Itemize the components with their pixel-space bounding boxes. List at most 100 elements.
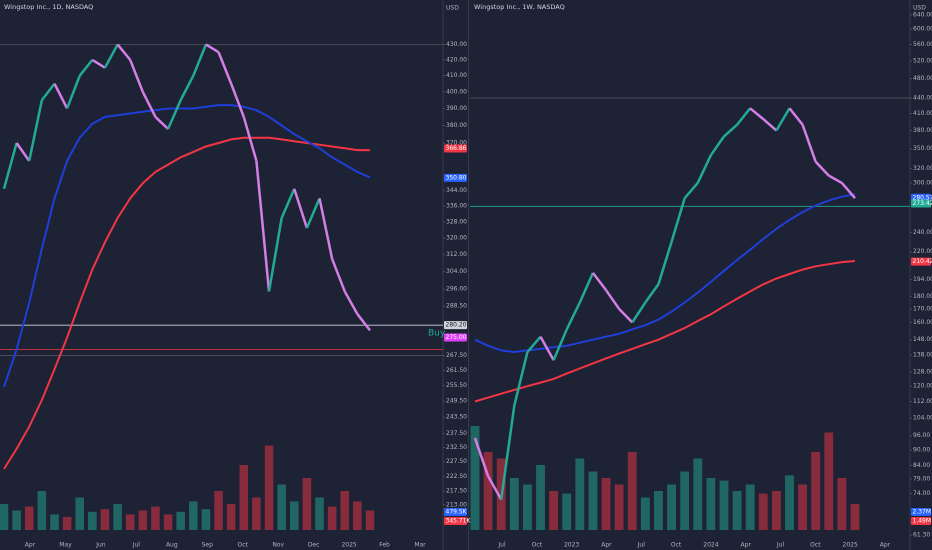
price-axis	[443, 0, 468, 550]
volume-bar	[201, 509, 211, 530]
volume-bar	[758, 493, 768, 530]
volume-bar	[50, 514, 59, 530]
time-label: Mar	[414, 542, 426, 549]
price-segment	[828, 174, 843, 185]
volume-bar	[706, 478, 716, 530]
time-label: Jul	[132, 542, 141, 549]
time-label: Apr	[880, 542, 891, 549]
price-label: 240.00	[913, 229, 932, 236]
price-segment	[166, 99, 182, 130]
price-segment	[40, 82, 56, 101]
volume-bar	[824, 432, 834, 530]
time-label: Oct	[238, 542, 249, 549]
price-label: 410.00	[446, 72, 467, 79]
volume-badge	[444, 517, 467, 525]
time-label: Apr	[25, 542, 36, 549]
price-segment	[644, 283, 660, 304]
price-segment	[15, 142, 31, 162]
time-label: 2023	[564, 542, 579, 549]
volume-badge	[911, 508, 931, 516]
price-label: 128.00	[913, 368, 932, 375]
volume-badge	[911, 517, 931, 525]
price-segment	[736, 107, 752, 126]
time-label: Aug	[166, 542, 178, 549]
price-segment	[343, 290, 359, 315]
price-segment	[356, 313, 371, 332]
price-label: 148.00	[913, 336, 932, 343]
price-label: 255.50	[446, 382, 467, 389]
price-badge	[444, 173, 467, 182]
volume-bar	[125, 514, 135, 530]
price-segment	[487, 475, 503, 501]
price-label: 261.50	[446, 367, 467, 374]
price-label: 213.00	[446, 501, 467, 508]
volume-bar	[151, 506, 160, 530]
volume-bar	[327, 506, 337, 530]
price-label: 84.00	[913, 462, 930, 469]
volume-bar	[575, 458, 585, 530]
price-label: 170.00	[913, 305, 932, 312]
badge-label: 280.57	[913, 194, 932, 201]
price-label: 112.00	[913, 398, 932, 405]
volume-badge-label: 345.71K	[446, 518, 472, 525]
panel-title: Wingstop Inc., 1W, NASDAQ	[474, 3, 565, 11]
price-segment	[618, 308, 634, 324]
price-label: 120.00	[913, 383, 932, 390]
volume-badge	[444, 508, 467, 516]
moving-average	[474, 193, 856, 354]
price-segment	[154, 116, 169, 130]
price-segment	[230, 83, 245, 118]
price-segment	[116, 43, 132, 61]
time-label: May	[59, 542, 72, 549]
volume-bar	[100, 509, 110, 530]
price-segment	[605, 289, 621, 310]
volume-badge-label: 1.49M	[913, 518, 932, 525]
time-label: Apr	[741, 542, 752, 549]
price-label: 600.00	[913, 26, 932, 33]
price-label: 370.00	[446, 139, 467, 146]
volume-bar	[470, 426, 480, 530]
price-segment	[473, 437, 490, 477]
price-segment	[552, 328, 568, 361]
price-segment	[255, 160, 271, 292]
price-segment	[709, 135, 725, 156]
price-label: 90.00	[913, 447, 930, 454]
volume-bar	[509, 478, 519, 530]
price-badge	[444, 333, 467, 342]
price-segment	[840, 182, 856, 200]
volume-bar	[113, 504, 122, 530]
time-label: Jun	[95, 542, 106, 549]
volume-bar	[732, 491, 742, 530]
price-label: 430.00	[446, 41, 467, 48]
price-segment	[192, 44, 208, 77]
volume-bar	[176, 511, 185, 530]
price-segment	[179, 75, 195, 101]
price-segment	[141, 91, 157, 118]
price-label: 380.00	[913, 127, 932, 134]
price-label: 217.50	[446, 488, 467, 495]
volume-bar	[601, 478, 611, 530]
price-label: 336.00	[446, 203, 467, 210]
price-label: 194.00	[913, 276, 932, 283]
price-label: 410.00	[913, 110, 932, 117]
volume-bar	[239, 465, 249, 530]
volume-bar	[62, 517, 72, 530]
price-label: 304.00	[446, 268, 467, 275]
price-label: 237.50	[446, 430, 467, 437]
price-label: 350.00	[913, 145, 932, 152]
price-segment	[78, 59, 94, 77]
volume-bar	[719, 480, 729, 530]
price-segment	[788, 107, 804, 126]
price-segment	[762, 118, 778, 132]
volume-bar	[226, 504, 236, 530]
price-badge	[444, 321, 467, 330]
price-label: 288.50	[446, 303, 467, 310]
volume-bar	[536, 465, 545, 530]
time-label: 2025	[341, 542, 356, 549]
time-label: Nov	[272, 542, 284, 549]
volume-bar	[0, 504, 9, 530]
volume-bar	[850, 504, 860, 530]
volume-badge-label: 2.37M	[913, 509, 932, 516]
volume-bar	[654, 491, 663, 530]
price-label: 74.00	[913, 490, 930, 497]
